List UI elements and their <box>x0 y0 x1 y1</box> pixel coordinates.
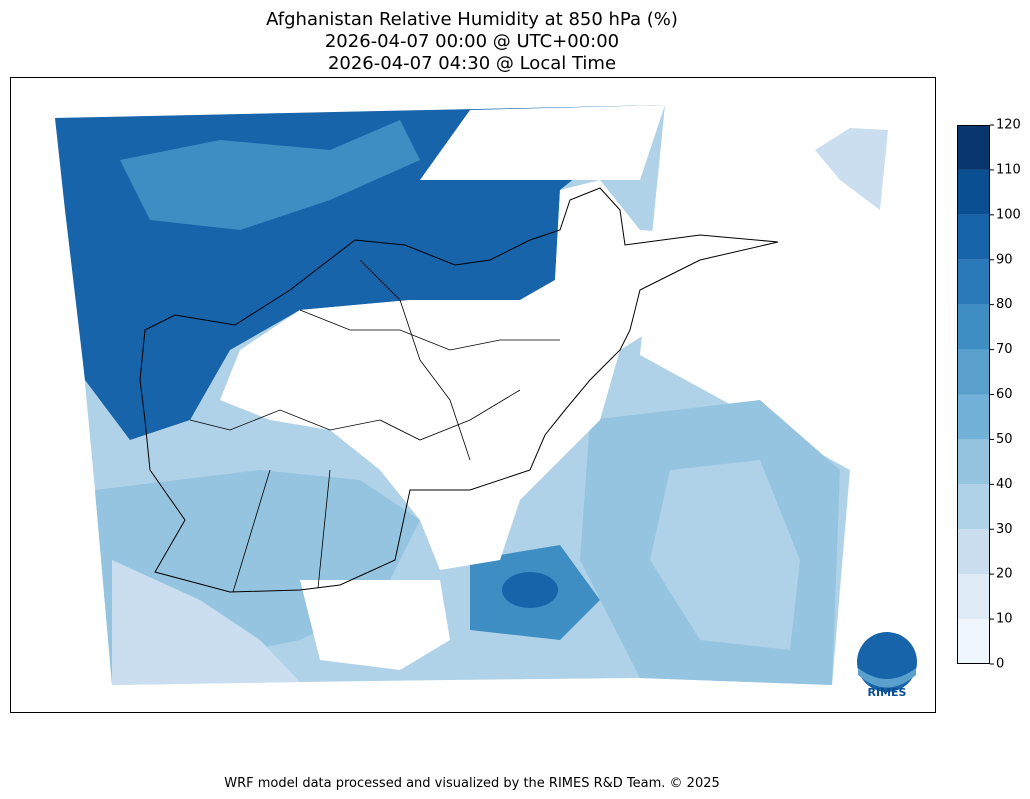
logo-text: RIMES <box>868 686 907 699</box>
colorbar-tick-label: 60 <box>996 387 1013 402</box>
colorbar-tick-label: 40 <box>996 477 1013 492</box>
colorbar-segment <box>957 349 990 395</box>
field-northeast <box>815 128 888 210</box>
colorbar-segment <box>957 125 990 170</box>
colorbar-frame <box>957 125 990 664</box>
field-east-dry <box>650 460 800 650</box>
field-core <box>502 572 558 608</box>
colorbar-segment <box>957 484 990 530</box>
colorbar-segment <box>957 529 990 575</box>
colorbar-tick-label: 120 <box>996 118 1021 133</box>
map: RIMES <box>10 77 936 713</box>
colorbar-segment <box>957 619 990 664</box>
title-line: Afghanistan Relative Humidity at 850 hPa… <box>266 9 678 30</box>
colorbar-tick-label: 50 <box>996 432 1013 447</box>
colorbar-tick-label: 110 <box>996 162 1021 177</box>
colorbar-tick-label: 100 <box>996 207 1021 222</box>
country-border <box>139 187 779 593</box>
field-dry <box>112 560 300 685</box>
field-band <box>120 120 420 230</box>
colorbar-tick-label: 0 <box>996 657 1004 672</box>
colorbar-tick-label: 30 <box>996 522 1013 537</box>
logo: RIMES <box>857 632 917 699</box>
missing-terrain <box>220 180 780 570</box>
title-line: 2026-04-07 04:30 @ Local Time <box>328 53 616 74</box>
colorbar-tick-label: 10 <box>996 612 1013 627</box>
colorbar-tick-label: 80 <box>996 297 1013 312</box>
colorbar-segment <box>957 394 990 440</box>
title-line: 2026-04-07 00:00 @ UTC+00:00 <box>325 31 619 52</box>
colorbar-segment <box>957 439 990 485</box>
colorbar-segment <box>957 259 990 305</box>
footer: WRF model data processed and visualized … <box>224 776 720 791</box>
missing-south <box>300 580 450 670</box>
colorbar-segment <box>957 574 990 620</box>
logo-wave <box>858 668 916 688</box>
colorbar-segment <box>957 214 990 260</box>
colorbar-segment <box>957 304 990 350</box>
colorbar-tick-label: 70 <box>996 342 1013 357</box>
colorbar-tick-label: 90 <box>996 252 1013 267</box>
missing-north <box>420 105 665 180</box>
colorbar-tick-label: 20 <box>996 567 1013 582</box>
colorbar-segment <box>957 169 990 215</box>
province-borders <box>189 259 560 593</box>
colorbar: 0 10 20 30 40 50 60 70 80 90 100 110 120 <box>957 118 1021 672</box>
